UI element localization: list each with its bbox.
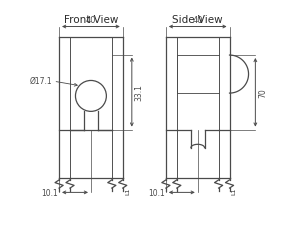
Text: L1: L1 [232, 187, 237, 194]
Text: 10.1: 10.1 [148, 188, 165, 197]
Text: L1: L1 [125, 187, 130, 194]
Text: 40: 40 [86, 16, 96, 25]
Text: Front View: Front View [64, 15, 118, 25]
Text: Side View: Side View [172, 15, 223, 25]
Text: 70: 70 [258, 88, 267, 98]
Text: 33.1: 33.1 [134, 84, 143, 101]
Text: Ø17.1: Ø17.1 [30, 76, 52, 85]
Text: 10.1: 10.1 [41, 188, 58, 197]
Text: 40: 40 [193, 16, 203, 25]
